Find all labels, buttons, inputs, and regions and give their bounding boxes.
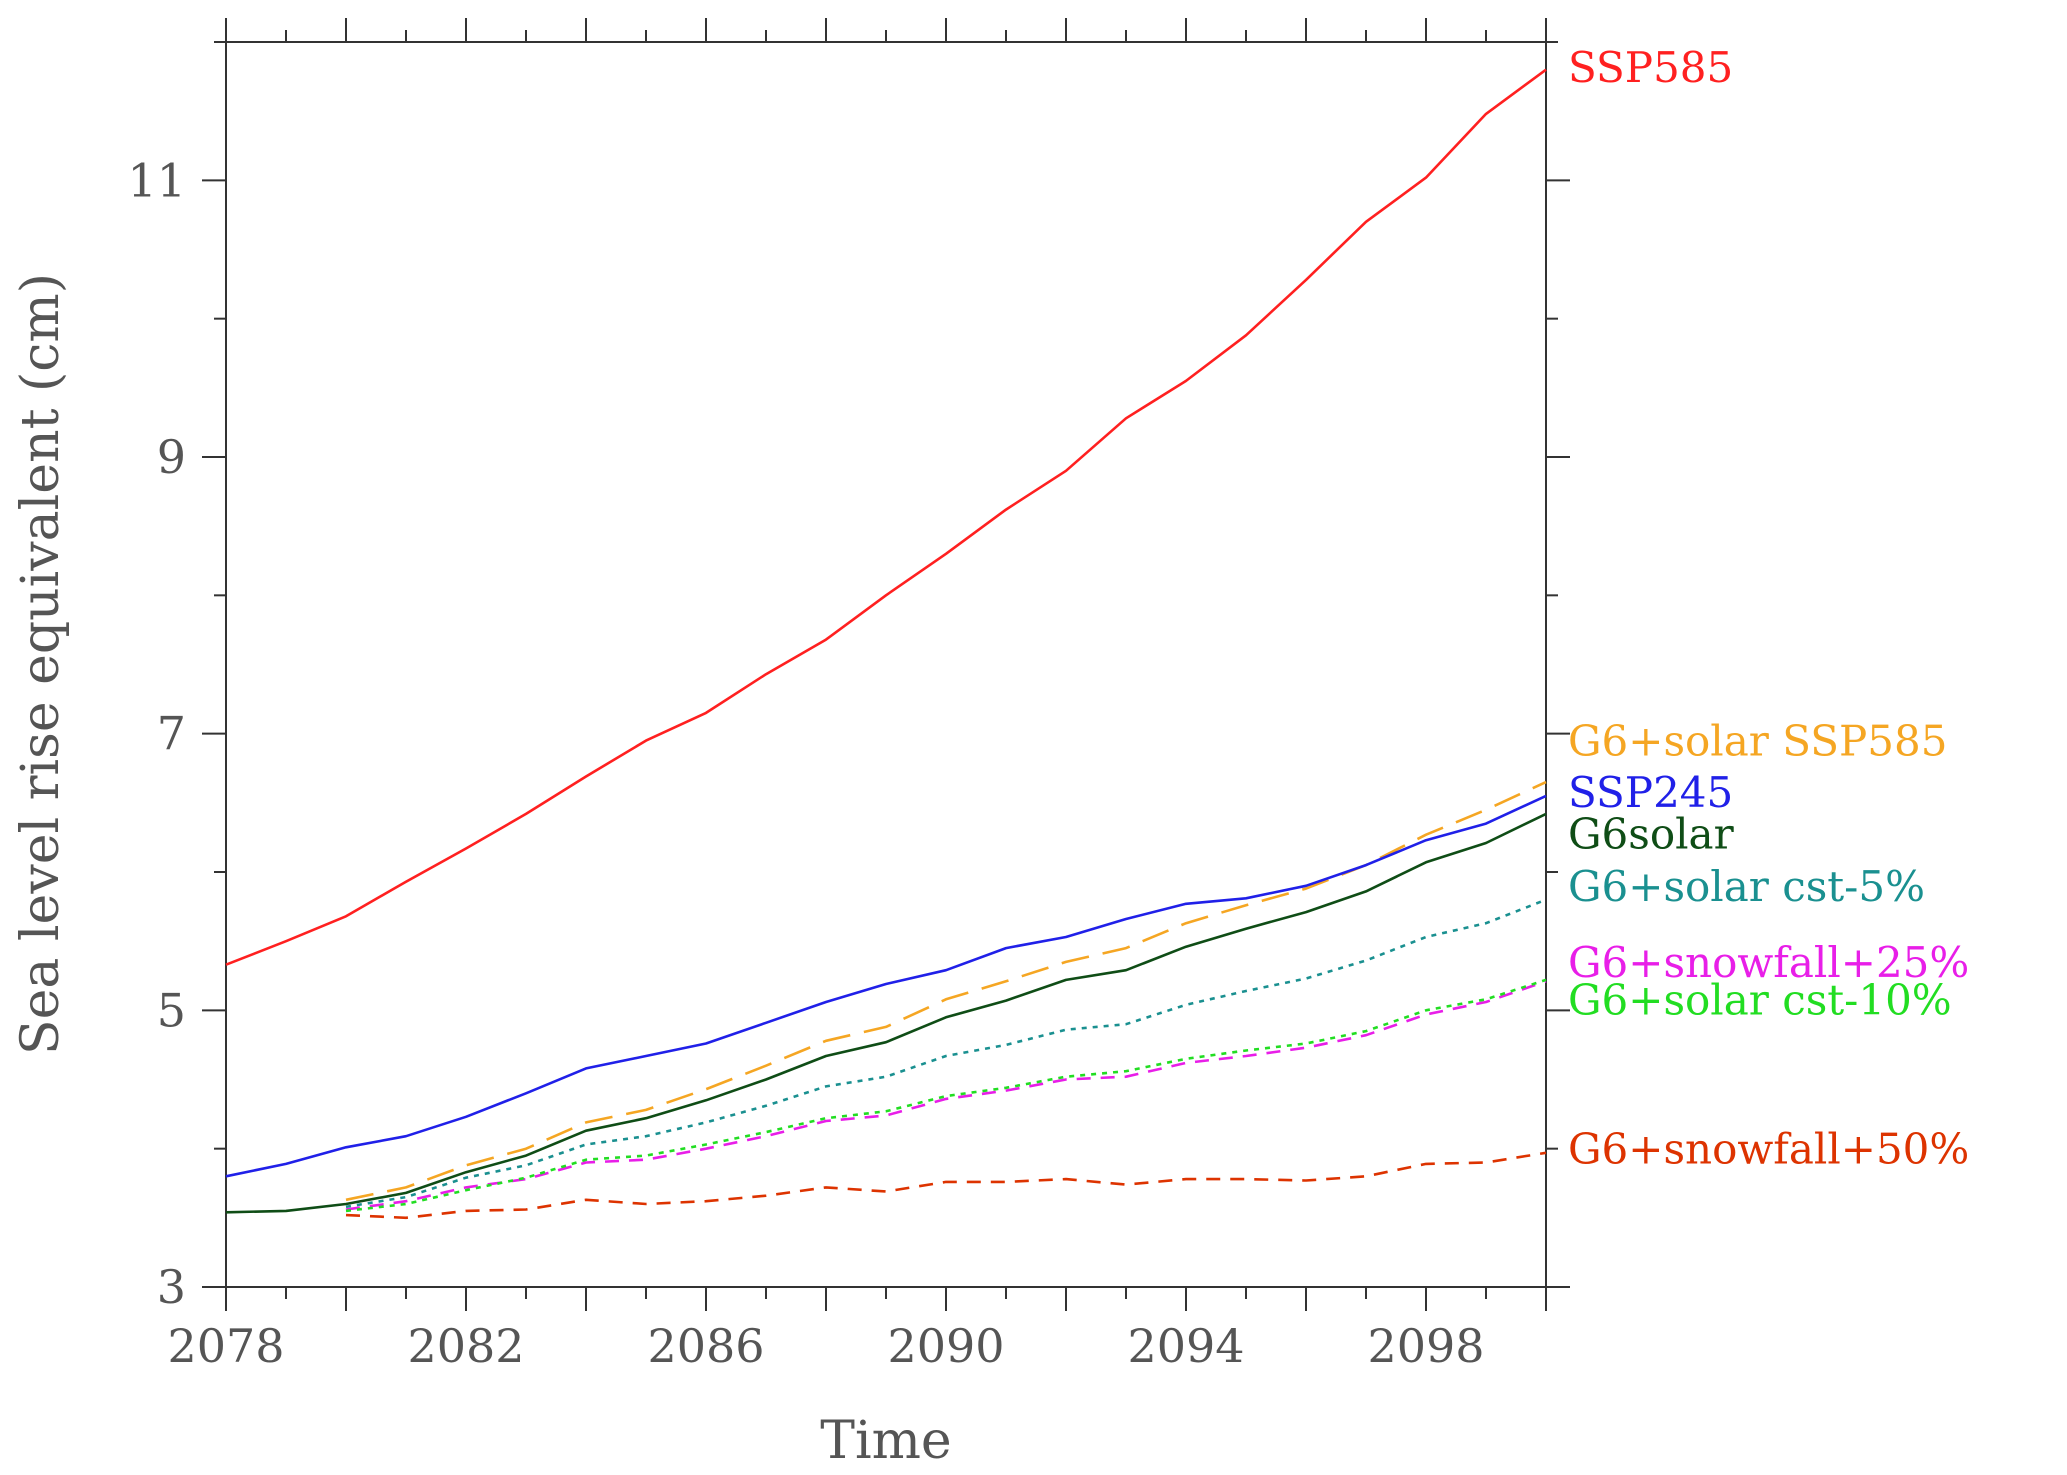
series-line-g6-solar-cst-5	[345, 898, 1547, 1209]
x-tick-label: 2086	[647, 1319, 764, 1373]
axis-ticks: 2078 2082 2086 2090 2094 2098 3 5 7 9 11	[127, 18, 1570, 1373]
series-line-g6-snowfall-25	[345, 980, 1547, 1211]
x-tick-label: 2082	[407, 1319, 524, 1373]
x-tick-label: 2094	[1127, 1319, 1244, 1373]
x-tick-label: 2078	[167, 1319, 284, 1373]
y-tick-label: 5	[157, 983, 186, 1037]
series-label-g6-solar-ssp585: G6+solar SSP585	[1568, 717, 1947, 766]
series-line-ssp585	[225, 68, 1547, 966]
y-tick-label: 7	[157, 707, 186, 761]
x-axis-title: Time	[820, 1411, 951, 1471]
series-label-ssp585: SSP585	[1568, 43, 1733, 92]
series-lines	[225, 68, 1547, 1220]
y-axis-title: Sea level rise equivalent (cm)	[11, 273, 71, 1055]
plot-frame	[225, 41, 1547, 1288]
series-label-g6-snowfall-25: G6+snowfall+25%	[1568, 938, 1969, 987]
y-tick-label: 3	[157, 1260, 186, 1314]
series-line-g6-snowfall-50	[345, 1151, 1547, 1220]
series-line-g6-solar-cst-10	[345, 978, 1547, 1213]
series-label-g6-snowfall-50: G6+snowfall+50%	[1568, 1125, 1969, 1174]
series-label-g6-solar-cst-10: G6+solar cst-10%	[1568, 975, 1952, 1024]
series-label-ssp245: SSP245	[1568, 768, 1733, 817]
series-line-g6-solar-ssp585	[345, 780, 1547, 1202]
x-tick-label: 2090	[887, 1319, 1004, 1373]
series-label-g6-solar-cst-5: G6+solar cst-5%	[1568, 862, 1925, 911]
series-line-ssp245	[225, 794, 1547, 1178]
x-tick-label: 2098	[1367, 1319, 1484, 1373]
y-tick-label: 9	[157, 430, 186, 484]
y-tick-label: 11	[127, 153, 186, 207]
series-line-g6solar	[225, 812, 1547, 1214]
series-label-g6solar: G6solar	[1568, 809, 1735, 858]
